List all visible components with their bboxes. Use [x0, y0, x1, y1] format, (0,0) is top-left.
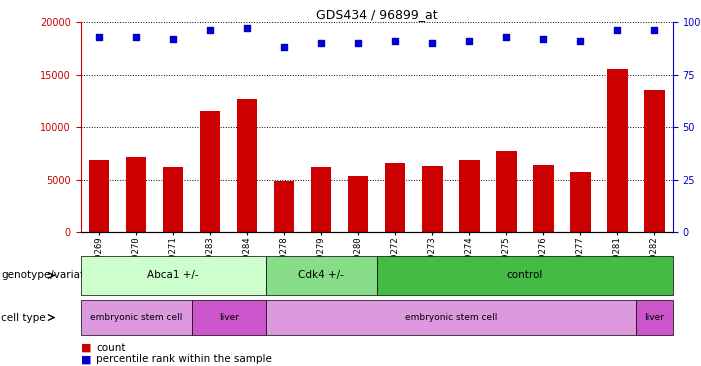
Text: liver: liver: [644, 313, 665, 322]
Text: liver: liver: [219, 313, 239, 322]
Point: [649, 27, 660, 33]
Text: Abca1 +/-: Abca1 +/-: [147, 270, 199, 280]
Bar: [311, 167, 332, 232]
Point: [538, 36, 549, 42]
Bar: [385, 163, 405, 232]
Text: count: count: [96, 343, 125, 353]
Bar: [274, 181, 294, 232]
Point: [278, 44, 290, 50]
Bar: [89, 160, 109, 232]
Point: [205, 27, 216, 33]
Bar: [422, 166, 442, 232]
Point: [315, 40, 327, 46]
Bar: [126, 157, 147, 232]
Bar: [607, 69, 627, 232]
Text: percentile rank within the sample: percentile rank within the sample: [96, 354, 272, 365]
Point: [390, 38, 401, 44]
Point: [130, 34, 142, 40]
Point: [464, 38, 475, 44]
Text: embryonic stem cell: embryonic stem cell: [90, 313, 182, 322]
Bar: [200, 111, 220, 232]
Point: [501, 34, 512, 40]
Text: control: control: [507, 270, 543, 280]
Text: ■: ■: [81, 343, 91, 353]
Point: [93, 34, 104, 40]
Text: embryonic stem cell: embryonic stem cell: [404, 313, 497, 322]
Bar: [644, 90, 665, 232]
Text: genotype/variation: genotype/variation: [1, 270, 100, 280]
Point: [242, 25, 253, 31]
Bar: [533, 165, 554, 232]
Point: [427, 40, 438, 46]
Bar: [237, 99, 257, 232]
Title: GDS434 / 96899_at: GDS434 / 96899_at: [316, 8, 437, 21]
Point: [353, 40, 364, 46]
Point: [575, 38, 586, 44]
Point: [168, 36, 179, 42]
Bar: [570, 172, 590, 232]
Bar: [348, 176, 369, 232]
Bar: [459, 160, 479, 232]
Text: Cdk4 +/-: Cdk4 +/-: [299, 270, 344, 280]
Text: cell type: cell type: [1, 313, 46, 322]
Bar: [496, 152, 517, 232]
Bar: [163, 167, 184, 232]
Point: [612, 27, 623, 33]
Text: ■: ■: [81, 354, 91, 365]
